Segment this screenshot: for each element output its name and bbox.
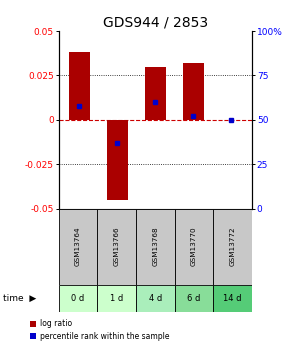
Bar [213, 285, 252, 312]
Bar [59, 209, 97, 285]
Bar [69, 52, 90, 120]
Bar [175, 209, 213, 285]
Bar [136, 285, 175, 312]
Text: GSM13772: GSM13772 [230, 227, 236, 266]
Text: GSM13766: GSM13766 [114, 227, 120, 266]
Bar [175, 285, 213, 312]
Bar [136, 209, 175, 285]
Text: time  ▶: time ▶ [3, 294, 36, 303]
Legend: log ratio, percentile rank within the sample: log ratio, percentile rank within the sa… [30, 319, 170, 341]
Text: 14 d: 14 d [223, 294, 242, 303]
Bar [183, 63, 204, 120]
Text: GSM13768: GSM13768 [152, 227, 158, 266]
Text: GSM13770: GSM13770 [191, 227, 197, 266]
Text: 1 d: 1 d [110, 294, 123, 303]
Bar [213, 209, 252, 285]
Text: 6 d: 6 d [187, 294, 201, 303]
Bar [59, 285, 97, 312]
Text: 0 d: 0 d [71, 294, 85, 303]
Title: GDS944 / 2853: GDS944 / 2853 [103, 16, 208, 30]
Text: 4 d: 4 d [149, 294, 162, 303]
Bar [97, 209, 136, 285]
Bar [145, 67, 166, 120]
Bar [107, 120, 128, 200]
Bar [97, 285, 136, 312]
Text: GSM13764: GSM13764 [75, 227, 81, 266]
